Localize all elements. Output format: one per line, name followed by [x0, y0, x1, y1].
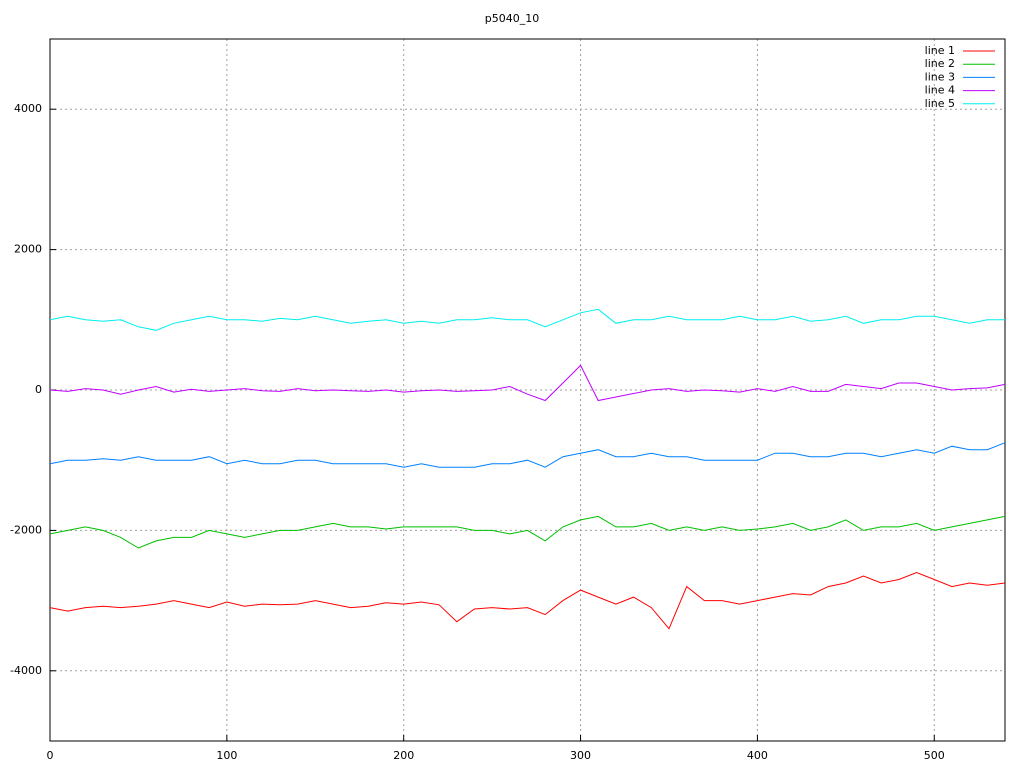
- data-line: [49, 442, 1006, 468]
- data-line: [49, 364, 1006, 402]
- x-tick-label: 200: [393, 749, 414, 762]
- data-line: [49, 571, 1006, 630]
- y-tick-label: 4000: [14, 102, 42, 115]
- data-line: [49, 515, 1006, 549]
- y-tick-label: 0: [35, 383, 42, 396]
- x-tick-label: 400: [747, 749, 768, 762]
- y-tick-label: 2000: [14, 243, 42, 256]
- legend-label: line 1: [925, 44, 955, 57]
- legend-label: line 4: [925, 84, 955, 97]
- y-tick-label: -2000: [10, 523, 42, 536]
- x-tick-label: 0: [47, 749, 54, 762]
- legend-label: line 3: [925, 70, 955, 83]
- y-tick-label: -4000: [10, 664, 42, 677]
- x-tick-label: 100: [216, 749, 237, 762]
- legend-label: line 5: [925, 97, 955, 110]
- data-line: [49, 308, 1005, 331]
- legend-label: line 2: [925, 57, 955, 70]
- x-tick-label: 300: [570, 749, 591, 762]
- chart-title: p5040_10: [485, 12, 539, 25]
- x-tick-label: 500: [924, 749, 945, 762]
